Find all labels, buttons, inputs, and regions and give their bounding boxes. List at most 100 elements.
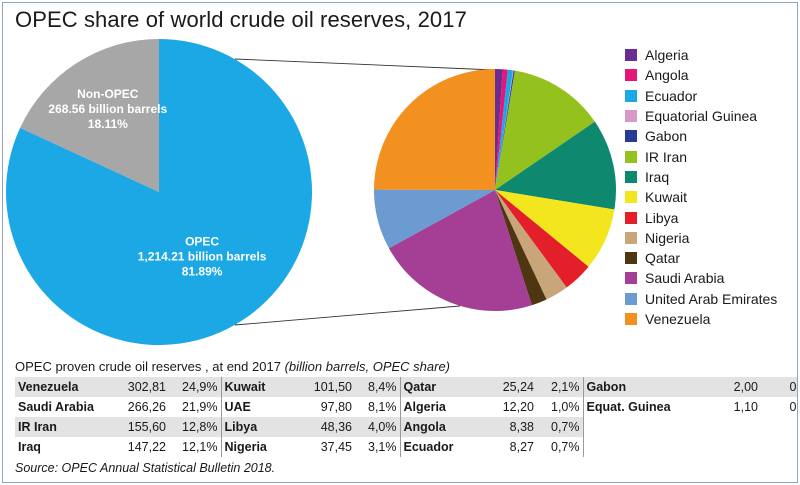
legend: Algeria Angola Ecuador Equatorial Guinea Gab… [625,45,777,329]
legend-item-angola: Angola [625,65,777,85]
slice-united-arab-emirates [373,189,495,249]
opec-share: 1,0% [537,397,584,417]
opec-share: 12,1% [169,437,222,457]
country-name: Qatar [400,377,487,397]
opec-share: 4,0% [355,417,401,437]
country-name: Angola [400,417,487,437]
country-name: Venezuela [15,377,113,397]
legend-label: Qatar [645,250,681,267]
slice-label-opec: OPEC 1,214.21 billion barrels 81.89% [138,234,267,278]
legend-swatch [625,191,637,204]
reserves-value: 37,45 [320,440,352,454]
pie-labels: OPEC 1,214.21 billion barrels 81.89% Non-OP… [48,87,266,278]
legend-item-ecuador: Ecuador [625,86,777,106]
slice-iraq [495,121,616,210]
legend-label: Gabon [645,128,688,145]
reserves-value: 8,27 [509,440,534,454]
legend-item-kuwait: Kuwait [625,187,777,207]
reserves-value: 48,36 [291,417,355,437]
slice-nigeria [495,190,567,300]
table-row: Iraq 147,22 12,1% Nigeria 37,45 3,1% Ecuador 8,… [15,437,797,457]
slice-venezuela [374,69,495,190]
reserves-value: 12,20 [502,400,534,414]
legend-swatch [625,130,637,143]
legend-swatch [625,110,637,123]
pie-charts: OPEC 1,214.21 billion barrels 81.89% Non-OP… [6,39,616,345]
opec-share: 0,7% [537,417,584,437]
country-name: Libya [221,417,291,437]
source-note: Source: OPEC Annual Statistical Bulletin… [15,461,276,475]
legend-label: Iraq [645,168,670,185]
legend-label: Saudi Arabia [645,270,725,287]
reserves-value: 155,60 [113,417,169,437]
legend-label: Equatorial Guinea [645,108,758,125]
legend-label: Algeria [645,47,689,64]
legend-swatch [625,150,637,163]
legend-swatch [625,89,637,102]
legend-label: Nigeria [645,229,690,246]
legend-label: United Arab Emirates [645,290,778,307]
legend-item-algeria: Algeria [625,45,777,65]
empty-cell [681,417,761,437]
country-name: Kuwait [221,377,291,397]
legend-item-venezuela: Venezuela [625,309,777,329]
connector-lines [234,58,496,326]
reserves-value: 97,80 [320,400,352,414]
table-caption-text: OPEC proven crude oil reserves , at end … [15,359,281,374]
slice-angola [495,69,508,190]
legend-swatch [625,69,637,82]
opec-members-pie [373,69,616,312]
legend-swatch [625,231,637,244]
opec-share: 12,8% [169,417,222,437]
legend-item-united-arab-emirates: United Arab Emirates [625,289,777,309]
slice-gabon [495,70,515,190]
legend-label: Kuwait [645,189,688,206]
country-name: Saudi Arabia [18,400,94,414]
slice-libya [495,190,589,288]
legend-item-saudi-arabia: Saudi Arabia [625,268,777,288]
slice-opec [6,39,313,345]
empty-cell [681,437,761,457]
slice-qatar [495,190,547,306]
legend-label: Libya [645,209,679,226]
country-name: Iraq [18,440,41,454]
opec-share: 0,1% [789,400,798,414]
slice-ecuador [495,69,513,190]
slice-saudi-arabia [388,190,532,312]
slice-label-non-opec: Non-OPEC 268.56 billion barrels 18.11% [48,87,167,131]
reserves-value: 8,38 [487,417,537,437]
opec-share: 0,2% [761,377,797,397]
opec-share: 8,1% [355,397,401,417]
connector-top [234,58,496,71]
table-caption-note: (billion barrels, OPEC share) [284,359,451,374]
empty-cell [583,417,681,437]
reserves-value: 147,22 [127,440,166,454]
country-name: Nigeria [224,440,267,454]
opec-share-pie [6,39,313,345]
legend-item-nigeria: Nigeria [625,228,777,248]
opec-share: 21,9% [169,397,222,417]
reserves-value: 25,24 [487,377,537,397]
legend-item-iraq: Iraq [625,167,777,187]
country-name: UAE [224,400,251,414]
reserves-value: 302,81 [113,377,169,397]
table-row: Saudi Arabia 266,26 21,9% UAE 97,80 8,1% Alger… [15,397,798,417]
legend-label: IR Iran [645,148,688,165]
chart-title: OPEC share of world crude oil reserves, … [15,7,467,32]
legend-swatch [625,252,637,265]
table-row: Venezuela 302,81 24,9% Kuwait 101,50 8,4% Qata… [15,377,797,397]
country-name: Ecuador [403,440,454,454]
legend-swatch [625,292,637,305]
reserves-table: Venezuela 302,81 24,9% Kuwait 101,50 8,4% Qata… [15,377,798,457]
reserves-value: 266,26 [127,400,166,414]
slice-ir-iran [495,70,595,190]
country-name: Equat. Guinea [586,400,671,414]
legend-label: Angola [645,67,689,84]
slice-non-opec [20,39,159,192]
legend-item-gabon: Gabon [625,126,777,146]
reserves-value: 101,50 [291,377,355,397]
country-name: Algeria [403,400,446,414]
opec-share: 3,1% [355,437,401,457]
legend-item-equatorial-guinea: Equatorial Guinea [625,106,777,126]
